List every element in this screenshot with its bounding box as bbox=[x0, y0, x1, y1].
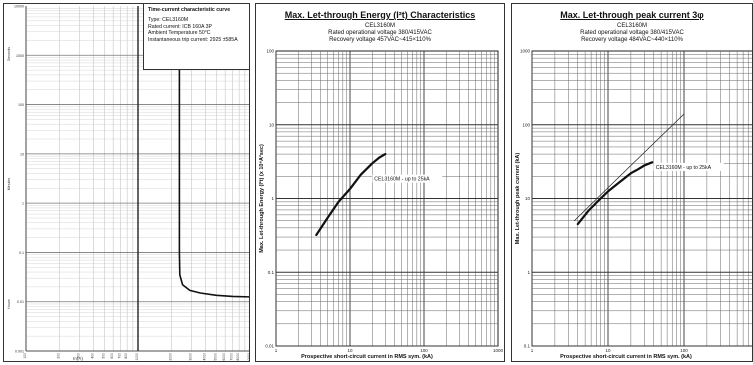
x-tick-label: 8000 bbox=[236, 353, 240, 361]
y-axis-label: Max. Let-through Energy (I²t) (x 10⁶A²se… bbox=[258, 144, 265, 253]
y-axis-label-hours: Hours bbox=[7, 299, 11, 309]
info-box: Time-current characteristic curve Type: … bbox=[143, 4, 249, 70]
energy-curve bbox=[315, 153, 387, 237]
x-tick-label: 6000 bbox=[222, 353, 226, 361]
y-tick-label: 10 bbox=[20, 152, 24, 156]
y-tick-label: 0.01 bbox=[17, 300, 24, 304]
x-tick-label: 7000 bbox=[230, 353, 234, 361]
x-tick-label: 1000 bbox=[493, 348, 504, 353]
y-tick-label: 0.01 bbox=[265, 344, 274, 349]
x-tick-label: 800 bbox=[124, 353, 128, 359]
y-tick-label: 0.1 bbox=[19, 251, 24, 255]
x-tick-label: 10 bbox=[347, 348, 353, 353]
reference-line bbox=[573, 113, 685, 222]
x-tick-label: 10 bbox=[605, 348, 611, 353]
x-tick-label: 300 bbox=[76, 353, 80, 359]
x-axis-label: Prospective short-circuit current in RMS… bbox=[301, 354, 433, 360]
recovery-label: Recovery voltage 484VAC~440×110% bbox=[581, 37, 683, 43]
x-tick-label: 100 bbox=[23, 353, 27, 359]
info-title: Time-current characteristic curve bbox=[148, 7, 231, 13]
energy-panel: Max. Let-through Energy (I²t) Characteri… bbox=[255, 3, 505, 362]
x-tick-label: 5000 bbox=[213, 353, 217, 361]
y-tick-label: 1 bbox=[22, 202, 24, 206]
model-label: CEL3160M bbox=[364, 23, 396, 29]
y-tick-label: 100 bbox=[522, 122, 530, 127]
x-tick-label: 1 bbox=[275, 348, 278, 353]
y-tick-label: 0.001 bbox=[15, 350, 24, 354]
x-axis-label: In(A) bbox=[73, 356, 83, 361]
x-tick-label: 600 bbox=[110, 353, 114, 359]
peak-curve bbox=[576, 161, 654, 226]
x-tick-label: 500 bbox=[101, 353, 105, 359]
trip-curve bbox=[178, 24, 249, 298]
curve-label: CEL3160M - up to 25kA bbox=[656, 165, 712, 171]
chart-title: Max. Let-through peak current 3φ bbox=[560, 10, 704, 20]
y-tick-label: 10 bbox=[269, 122, 275, 127]
y-axis-label-seconds: Seconds bbox=[7, 47, 11, 61]
y-tick-label: 1 bbox=[527, 270, 530, 275]
chart-title: Max. Let-through Energy (I²t) Characteri… bbox=[284, 10, 476, 20]
y-tick-label: 100 bbox=[266, 49, 274, 54]
x-tick-label: 700 bbox=[118, 353, 122, 359]
voltage-label: Rated operational voltage 380/415VAC bbox=[328, 30, 432, 36]
model-label: CEL3160M bbox=[616, 23, 648, 29]
y-tick-label: 1000 bbox=[16, 54, 24, 58]
curve-label-bg bbox=[653, 162, 724, 171]
x-tick-label: 2000 bbox=[169, 353, 173, 361]
info-trip: Instantaneous trip current: 2925 ±585A bbox=[148, 36, 238, 43]
info-ambient: Ambient Temperature 50°C bbox=[148, 30, 211, 37]
y-tick-label: 100 bbox=[18, 103, 24, 107]
y-axis-label-minutes: Minutes bbox=[7, 178, 11, 191]
x-tick-label: 400 bbox=[90, 353, 94, 359]
y-tick-label: 0.1 bbox=[268, 270, 275, 275]
x-tick-label: 3000 bbox=[188, 353, 192, 361]
info-type: Type: CEL3160M bbox=[148, 17, 189, 24]
x-tick-label: 100 bbox=[680, 348, 688, 353]
y-tick-label: 10000 bbox=[14, 5, 24, 9]
x-tick-label: 4000 bbox=[202, 353, 206, 361]
x-tick-label: 100 bbox=[420, 348, 428, 353]
info-rated: Rated current: ICB 160A 3P bbox=[148, 23, 213, 30]
voltage-label: Rated operational voltage 380/415VAC bbox=[580, 30, 684, 36]
recovery-label: Recovery voltage 457VAC~415×110% bbox=[329, 37, 431, 43]
x-axis-label: Prospective short-circuit current in RMS… bbox=[560, 354, 692, 360]
y-axis-label: Max. Let-through peak current (kA) bbox=[515, 153, 521, 245]
y-tick-label: 1 bbox=[271, 196, 274, 201]
x-tick-label: 200 bbox=[57, 353, 61, 359]
x-tick-label: 1 bbox=[531, 348, 534, 353]
y-tick-label: 1000 bbox=[520, 49, 531, 54]
peak-panel: Max. Let-through peak current 3φ CEL3160… bbox=[511, 3, 753, 362]
time-current-panel: 0.001 0.01 0.1 1 10 100 1000 10000 100 200 300 400 5… bbox=[3, 3, 250, 362]
x-tick-label: 1000 bbox=[135, 353, 139, 361]
curve-label-bg bbox=[372, 174, 443, 183]
y-tick-label: 10 bbox=[525, 196, 531, 201]
x-tick-label: 10000 bbox=[247, 353, 250, 362]
curve-label: CEL3160M - up to 25kA bbox=[374, 177, 430, 183]
y-tick-label: 0.1 bbox=[524, 344, 531, 349]
